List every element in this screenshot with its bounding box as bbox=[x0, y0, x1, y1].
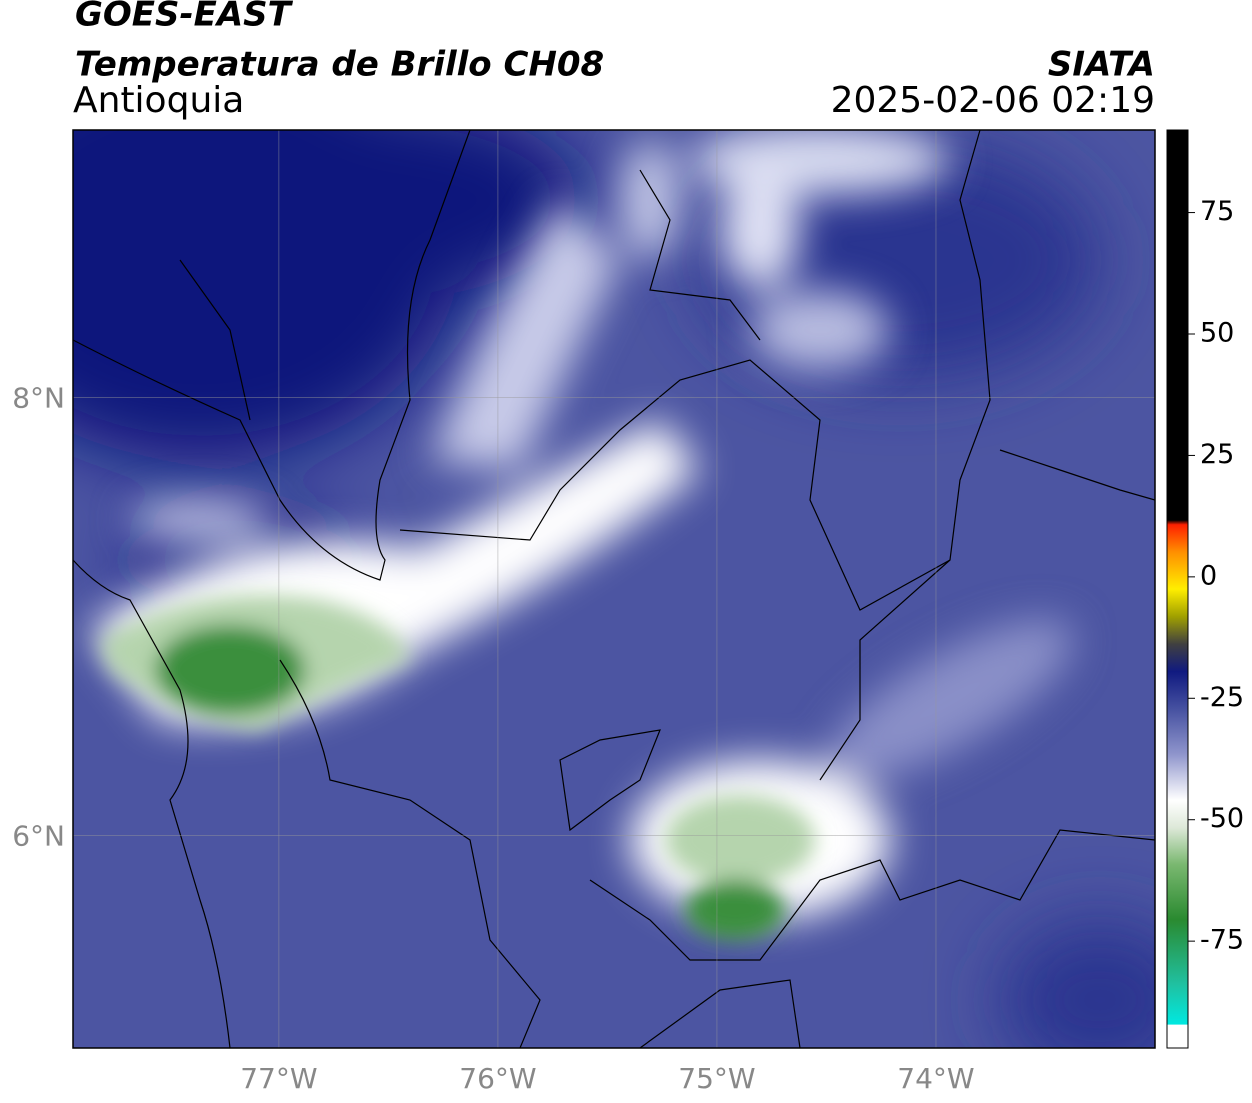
borders bbox=[73, 130, 1155, 1048]
colorbar-tick-label: -25 bbox=[1200, 682, 1244, 713]
colorbar-tick-label: 25 bbox=[1200, 439, 1234, 470]
imagery bbox=[73, 130, 1155, 1048]
region: Antioquia bbox=[73, 80, 244, 121]
map-frame bbox=[72, 129, 1156, 1049]
lon-tick-label: 75°W bbox=[678, 1062, 755, 1095]
lat-tick-label: 6°N bbox=[12, 819, 65, 852]
datetime: 2025-02-06 02:19 bbox=[831, 80, 1155, 121]
colorbar-tick-label: 0 bbox=[1200, 560, 1217, 591]
lon-tick-label: 77°W bbox=[240, 1062, 317, 1095]
colorbar-tick-label: 50 bbox=[1200, 318, 1234, 349]
colorbar-tick-label: -75 bbox=[1200, 925, 1244, 956]
source: SIATA bbox=[1048, 45, 1155, 85]
subtitle: Temperatura de Brillo CH08 bbox=[75, 45, 604, 85]
colorbar bbox=[1166, 129, 1189, 1049]
colorbar-tick-label: -50 bbox=[1200, 803, 1244, 834]
colorbar-tick-label: 75 bbox=[1200, 196, 1234, 227]
lon-tick-label: 74°W bbox=[897, 1062, 974, 1095]
title: GOES-EAST bbox=[75, 0, 294, 35]
lon-tick-label: 76°W bbox=[459, 1062, 536, 1095]
lat-tick-label: 8°N bbox=[12, 381, 65, 414]
